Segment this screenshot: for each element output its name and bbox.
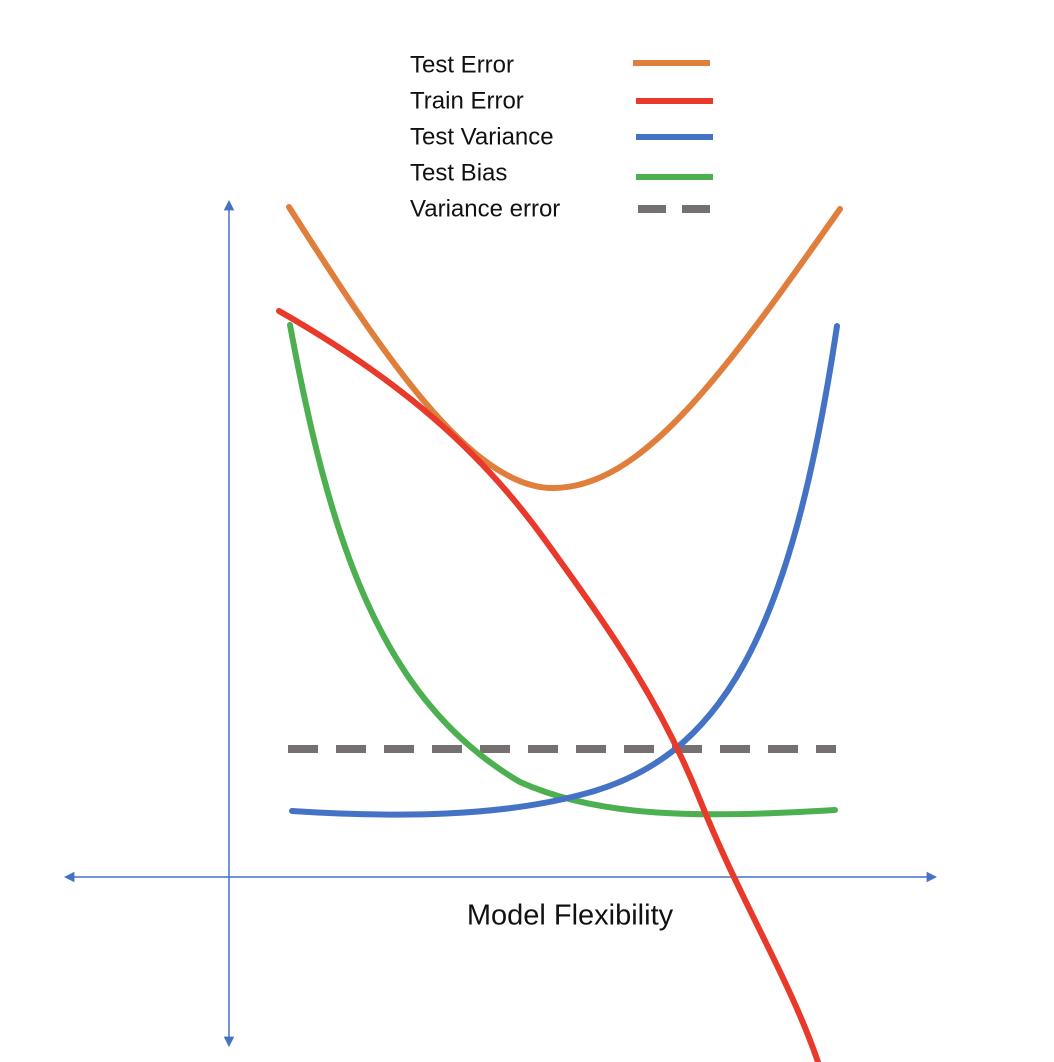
- legend-label: Test Bias: [410, 159, 507, 186]
- legend-label: Test Variance: [410, 123, 554, 150]
- train-error-curve: [276, 308, 821, 1062]
- legend-label: Variance error: [410, 195, 560, 222]
- test-bias-curve: [287, 322, 838, 818]
- test-variance-curve: [289, 323, 840, 818]
- test-error-curve: [286, 204, 843, 492]
- legend-label: Train Error: [410, 87, 524, 114]
- legend-label: Test Error: [410, 51, 514, 78]
- x-axis-label: Model Flexibility: [467, 900, 674, 932]
- legend: Test Error Train Error Test Variance Tes…: [410, 51, 716, 222]
